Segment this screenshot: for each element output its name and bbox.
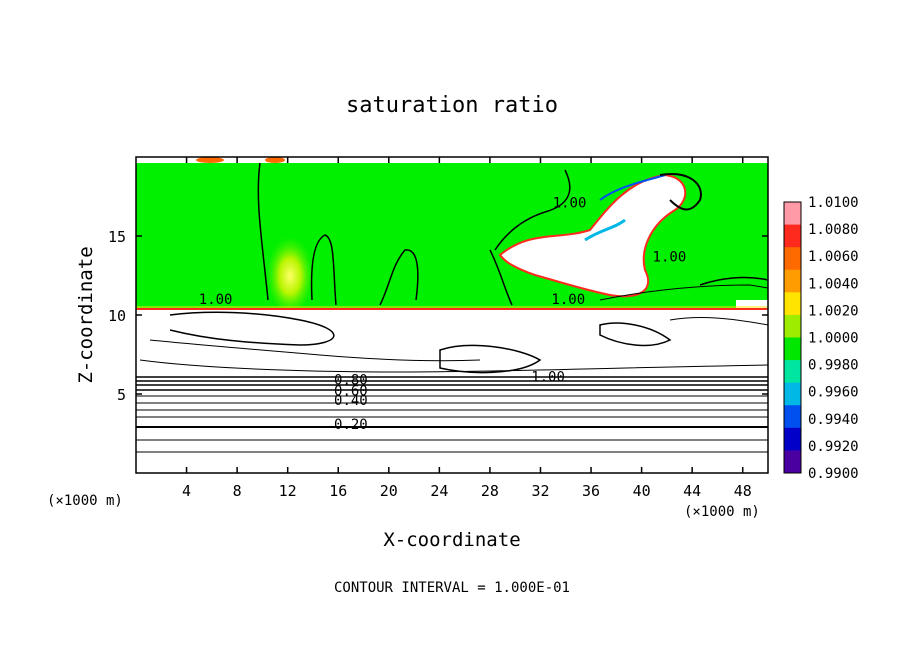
colorbar-label: 1.0040 [808, 276, 859, 292]
contour-label: 1.00 [553, 196, 587, 212]
colorbar-swatch [784, 314, 801, 338]
colorbar-swatch [784, 360, 801, 384]
y-tick-label: 5 [117, 386, 126, 404]
x-tick-label: 32 [531, 482, 549, 500]
x-tick-label: 44 [683, 482, 701, 500]
colorbar-swatch [784, 405, 801, 429]
x-tick-label: 36 [582, 482, 600, 500]
x-tick-label: 40 [633, 482, 651, 500]
y-axis-label: Z-coordinate [75, 246, 97, 383]
anvil-edge-2 [584, 218, 626, 242]
x-tick-label: 48 [734, 482, 752, 500]
contour-label: 0.40 [334, 393, 368, 409]
contour-label: 0.20 [334, 417, 368, 433]
contour-label: 0.80 [334, 373, 368, 389]
contour-lines [136, 162, 768, 453]
x-tick-label: 24 [430, 482, 448, 500]
colorbar-swatch [784, 450, 801, 474]
colorbar-swatch [784, 224, 801, 248]
blob-2 [265, 157, 285, 163]
colorbar-label: 0.9900 [808, 466, 859, 482]
colorbar-label: 0.9920 [808, 439, 859, 455]
colorbar-swatch [784, 292, 801, 316]
x-axis-label: X-coordinate [383, 529, 520, 551]
contour-interval-note: CONTOUR INTERVAL = 1.000E-01 [334, 580, 570, 596]
core-highlight [266, 232, 314, 312]
contour-label: 1.00 [531, 369, 565, 385]
contour-label: 1.00 [551, 292, 585, 308]
x-unit-right: (×1000 m) [684, 504, 760, 520]
plot-area: 1.00 1.00 1.00 1.00 1.00 0.800.600.40 0.20 [136, 157, 768, 473]
y-tick-label: 10 [108, 307, 126, 325]
x-tick-label: 20 [380, 482, 398, 500]
colorbar-label: 1.0060 [808, 249, 859, 265]
x-tick-label: 28 [481, 482, 499, 500]
colorbar-label: 0.9960 [808, 385, 859, 401]
colorbar-frame [783, 201, 802, 474]
colorbar-swatch [784, 382, 801, 406]
saturated-band-top [560, 163, 768, 177]
colorbar-label: 1.0100 [808, 195, 859, 211]
colorbar-label: 1.0080 [808, 222, 859, 238]
y-axis: 5 10 15 [108, 228, 768, 404]
y-tick-label: 15 [108, 228, 126, 246]
x-unit-left: (×1000 m) [47, 493, 123, 509]
contour-label: 1.00 [199, 292, 233, 308]
colorbar: 1.0100 1.0080 1.0060 1.0040 1.0020 1.0000 0.99… [783, 195, 859, 482]
colorbar-label: 1.0000 [808, 331, 859, 347]
colorbar-label: 0.9980 [808, 358, 859, 374]
colorbar-label: 0.9940 [808, 412, 859, 428]
x-tick-label: 4 [182, 482, 191, 500]
colorbar-swatch [784, 337, 801, 361]
colorbar-label: 1.0020 [808, 303, 859, 319]
colorbar-swatch [784, 427, 801, 451]
colorbar-swatch [784, 269, 801, 293]
x-tick-label: 16 [329, 482, 347, 500]
contour-label: 1.00 [653, 249, 687, 265]
unsaturated-zone [136, 309, 768, 473]
x-tick-label: 12 [279, 482, 297, 500]
anvil-edge [599, 174, 666, 201]
x-axis: 4 8 12 16 20 24 28 32 36 40 44 48 [182, 157, 752, 500]
colorbar-swatch [784, 202, 801, 226]
colorbar-swatch [784, 247, 801, 271]
x-tick-label: 8 [233, 482, 242, 500]
contour-label: 0.60 [334, 384, 368, 400]
contour-labels: 1.00 1.00 1.00 1.00 1.00 0.800.600.40 0.20 [199, 196, 687, 433]
chart-title: saturation ratio [346, 93, 558, 118]
blob-1 [196, 157, 224, 163]
